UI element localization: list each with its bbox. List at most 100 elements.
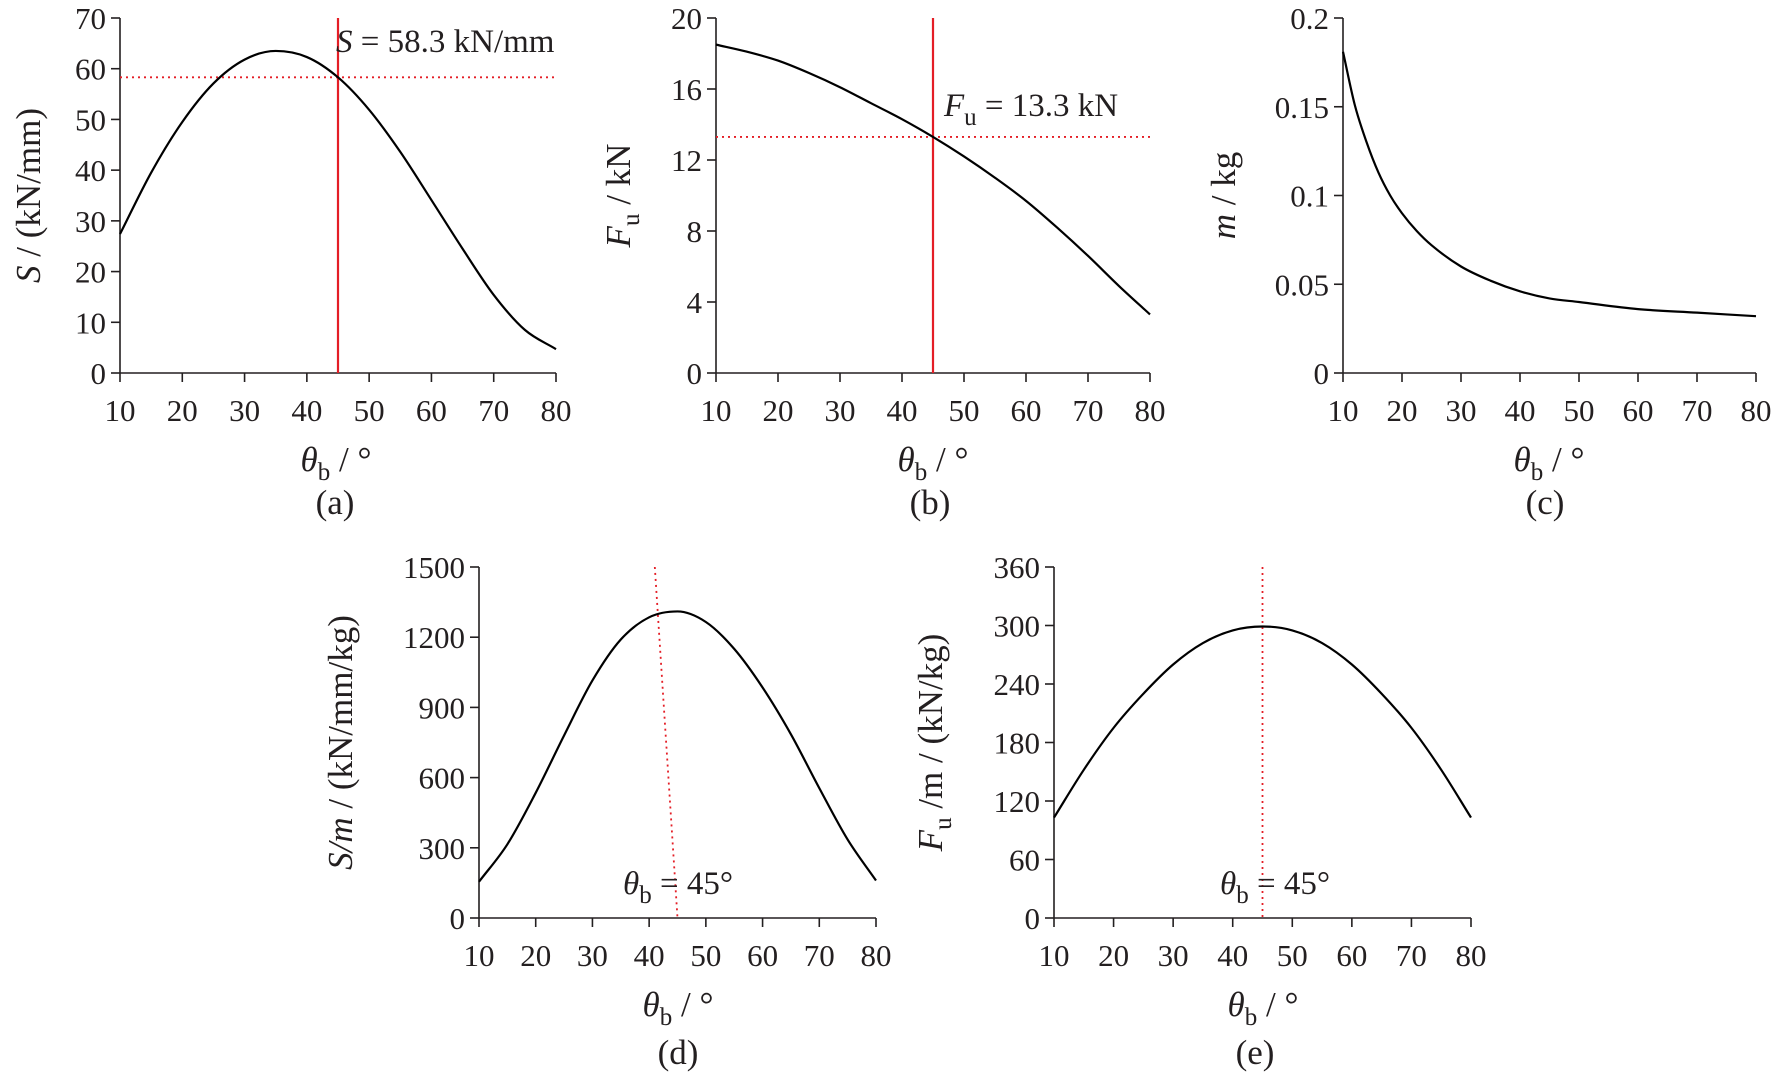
y-tick-label: 8 bbox=[687, 214, 703, 249]
x-tick-label: 80 bbox=[1741, 393, 1772, 428]
x-tick-label: 70 bbox=[478, 393, 509, 428]
x-axis-title-unit: / ° bbox=[672, 985, 713, 1024]
y-tick-label: 1200 bbox=[403, 620, 465, 655]
x-tick-label: 20 bbox=[1098, 938, 1129, 973]
y-axis-title-symbol: F bbox=[599, 225, 638, 248]
y-tick-label: 360 bbox=[994, 550, 1041, 585]
x-tick-label: 70 bbox=[1396, 938, 1427, 973]
x-axis-title-subscript: b bbox=[915, 459, 928, 486]
x-axis-title: θb / ° bbox=[643, 985, 714, 1031]
x-tick-label: 10 bbox=[1039, 938, 1070, 973]
annotation-unit: = 45° bbox=[1249, 866, 1330, 902]
x-tick-label: 30 bbox=[229, 393, 260, 428]
x-axis-title: θb / ° bbox=[898, 440, 969, 486]
y-tick-label: 1500 bbox=[403, 550, 465, 585]
x-tick-label: 50 bbox=[354, 393, 385, 428]
x-tick-label: 20 bbox=[763, 393, 794, 428]
y-tick-label: 180 bbox=[994, 726, 1041, 761]
x-tick-label: 20 bbox=[520, 938, 551, 973]
y-tick-label: 0.05 bbox=[1275, 267, 1329, 302]
y-tick-label: 4 bbox=[687, 285, 703, 320]
annotation-symbol: S bbox=[336, 24, 353, 60]
x-tick-label: 80 bbox=[1456, 938, 1487, 973]
y-axis-title-unit: / (kN/mm) bbox=[9, 108, 48, 265]
x-tick-label: 50 bbox=[1564, 393, 1595, 428]
x-tick-label: 70 bbox=[1073, 393, 1104, 428]
annotation-unit: = 13.3 kN bbox=[977, 88, 1119, 124]
chart-panel-c: 0 0.05 0.1 0.15 0.2 10 20 30 40 50 60 70 80 θb / ° m /… bbox=[1204, 1, 1772, 522]
y-tick-label: 50 bbox=[75, 102, 106, 137]
y-tick-label: 60 bbox=[1009, 843, 1040, 878]
x-tick-label: 60 bbox=[1623, 393, 1654, 428]
x-tick-label: 30 bbox=[1446, 393, 1477, 428]
x-tick-label: 40 bbox=[634, 938, 665, 973]
annotation-subscript: b bbox=[1236, 882, 1249, 909]
annotation-unit: = 45° bbox=[652, 866, 733, 902]
y-tick-label: 10 bbox=[75, 305, 106, 340]
x-tick-label: 60 bbox=[747, 938, 778, 973]
y-axis-title-symbol: m bbox=[1204, 214, 1243, 239]
annotation-symbol: F bbox=[943, 88, 965, 124]
x-tick-label: 40 bbox=[291, 393, 322, 428]
y-axis-title: Fu /m / (kN/kg) bbox=[911, 634, 957, 853]
y-tick-label: 120 bbox=[994, 784, 1041, 819]
x-tick-label: 10 bbox=[701, 393, 732, 428]
y-tick-label: 60 bbox=[75, 52, 106, 87]
y-tick-label: 0.1 bbox=[1290, 179, 1329, 214]
marker-line bbox=[653, 566, 679, 919]
series-line-Fu-per-m bbox=[1053, 625, 1472, 819]
y-tick-label: 0.15 bbox=[1275, 90, 1329, 125]
y-axis-title-symbol: S/m bbox=[321, 817, 360, 870]
series-line-S-per-m bbox=[478, 610, 877, 883]
y-tick-label: 30 bbox=[75, 204, 106, 239]
x-axis-title-unit: / ° bbox=[1543, 440, 1584, 479]
panel-label: (a) bbox=[316, 483, 355, 522]
x-axis-title-unit: / ° bbox=[1257, 985, 1298, 1024]
panel-label: (e) bbox=[1236, 1033, 1275, 1072]
y-axis-title-unit: / kN bbox=[599, 144, 638, 214]
x-axis-title-unit: / ° bbox=[330, 440, 371, 479]
y-tick-label: 12 bbox=[671, 143, 702, 178]
y-tick-label: 40 bbox=[75, 153, 106, 188]
y-axis-title: m / kg bbox=[1204, 152, 1243, 240]
x-axis-title-subscript: b bbox=[1531, 459, 1544, 486]
y-tick-label: 0 bbox=[91, 356, 107, 391]
x-tick-label: 30 bbox=[1158, 938, 1189, 973]
y-tick-label: 16 bbox=[671, 72, 702, 107]
x-tick-label: 60 bbox=[1336, 938, 1367, 973]
x-tick-label: 30 bbox=[577, 938, 608, 973]
annotation-symbol: θ bbox=[1220, 866, 1236, 902]
y-axis-title: S / (kN/mm) bbox=[9, 108, 48, 283]
x-axis-title: θb / ° bbox=[1228, 985, 1299, 1031]
y-tick-label: 0 bbox=[450, 901, 466, 936]
x-axis-title-unit: / ° bbox=[927, 440, 968, 479]
annotation-text: Fu = 13.3 kN bbox=[943, 88, 1118, 131]
panel-label: (d) bbox=[658, 1033, 699, 1072]
x-tick-label: 40 bbox=[887, 393, 918, 428]
x-tick-label: 10 bbox=[464, 938, 495, 973]
y-tick-label: 70 bbox=[75, 1, 106, 36]
y-axis-title: Fu / kN bbox=[599, 144, 645, 249]
panel-label: (c) bbox=[1526, 483, 1565, 522]
x-axis-title-symbol: θ bbox=[643, 985, 660, 1024]
x-tick-label: 10 bbox=[105, 393, 136, 428]
y-tick-label: 20 bbox=[75, 255, 106, 290]
x-axis-title-symbol: θ bbox=[1514, 440, 1531, 479]
x-tick-label: 30 bbox=[825, 393, 856, 428]
y-tick-label: 0 bbox=[1314, 356, 1330, 391]
series-line-S bbox=[119, 49, 557, 351]
x-tick-label: 70 bbox=[804, 938, 835, 973]
x-tick-label: 70 bbox=[1682, 393, 1713, 428]
y-axis-title-symbol: S bbox=[9, 265, 48, 283]
y-axis-title-unit: / kg bbox=[1204, 152, 1243, 214]
y-axis-title-subscript: u bbox=[618, 213, 645, 226]
annotation-symbol: θ bbox=[623, 866, 639, 902]
y-axis-title-subscript: u bbox=[930, 817, 957, 830]
y-axis-title-unit: /m / (kN/kg) bbox=[911, 634, 950, 818]
y-tick-label: 0.2 bbox=[1290, 1, 1329, 36]
x-tick-label: 20 bbox=[1387, 393, 1418, 428]
